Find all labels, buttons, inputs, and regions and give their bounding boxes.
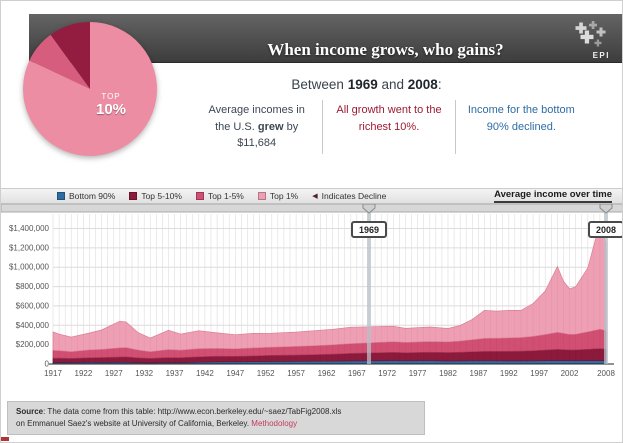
y-tick-label: $800,000 <box>16 282 50 291</box>
subtitle-pre: Between <box>291 77 348 92</box>
epi-logo-text: EPI <box>593 51 610 60</box>
slider-track[interactable] <box>1 203 623 213</box>
slider-handle[interactable] <box>362 203 376 214</box>
legend-swatch <box>257 192 266 200</box>
x-tick-label: 1967 <box>348 369 366 378</box>
area-series <box>52 221 607 353</box>
income-share-pie-chart: TOP 10% <box>22 21 158 157</box>
x-tick-label: 1962 <box>318 369 336 378</box>
pie-label: TOP 10% <box>83 92 139 118</box>
slider-marker-line <box>367 212 371 364</box>
legend-item: Bottom 90% <box>57 191 115 201</box>
x-tick-label: 1937 <box>166 369 184 378</box>
slider-year-box[interactable] <box>588 221 623 238</box>
pie-label-percent: 10% <box>95 100 127 118</box>
x-tick-label: 1942 <box>196 369 214 378</box>
x-tick-label: 1947 <box>226 369 244 378</box>
pie-slice <box>50 22 90 89</box>
subtitle: Between 1969 and 2008: <box>161 77 572 92</box>
x-tick-label: 1972 <box>378 369 396 378</box>
x-tick-label: 1997 <box>530 369 548 378</box>
y-tick-label: $200,000 <box>16 340 50 349</box>
y-tick-label: $600,000 <box>16 301 50 310</box>
x-tick-label: 2008 <box>597 369 615 378</box>
source-line1: : The data come from this table: http://… <box>43 407 342 416</box>
pie-slice <box>29 34 90 89</box>
source-box: Source: The data come from this table: h… <box>7 401 425 435</box>
slider-year-label: 2008 <box>596 225 616 235</box>
legend-swatch <box>57 192 65 200</box>
slider-year-label: 1969 <box>359 225 379 235</box>
income-area-chart[interactable]: $1,400,000 $1,200,000 $1,000,000 $800,000 $6… <box>1 203 623 382</box>
slider-handle[interactable] <box>599 203 613 214</box>
legend-label: Top 1% <box>269 191 299 201</box>
x-tick-label: 1987 <box>470 369 488 378</box>
legend-swatch <box>129 192 138 200</box>
slider-marker-line <box>604 212 608 364</box>
fact-growth-bold: grew <box>257 120 284 133</box>
epi-logo: EPI <box>575 21 610 60</box>
y-tick-label: $400,000 <box>16 321 50 330</box>
x-tick-label: 1992 <box>500 369 518 378</box>
legend-label: Top 5-10% <box>141 191 182 201</box>
x-tick-label: 2002 <box>561 369 579 378</box>
subtitle-end-year: 2008 <box>407 77 438 92</box>
page-title: When income grows, who gains? <box>267 40 504 59</box>
page-corner-mark <box>1 437 9 441</box>
pie-label-top: TOP <box>101 92 121 101</box>
chart-title: Average income over time <box>494 189 612 203</box>
legend-item: Top 1-5% <box>195 191 244 201</box>
decline-indicator: ◀ Indicates Decline <box>312 191 386 201</box>
methodology-link[interactable]: Methodology <box>251 419 298 428</box>
x-tick-label: 1977 <box>409 369 427 378</box>
decline-label: Indicates Decline <box>321 191 387 201</box>
fact-average-growth: Average incomes in the U.S. grew by $11,… <box>191 100 322 154</box>
legend-item: Top 5-10% <box>129 191 182 201</box>
x-tick-label: 1917 <box>44 369 62 378</box>
legend-bar: Bottom 90% Top 5-10% Top 1-5% Top 1% ◀ Indic… <box>1 188 622 204</box>
y-tick-label: $1,200,000 <box>9 243 50 252</box>
legend-items: Bottom 90% Top 5-10% Top 1-5% Top 1% <box>57 191 298 201</box>
pie-slice <box>23 22 158 156</box>
source-line2: on Emmanuel Saez's website at University… <box>16 419 250 428</box>
y-tick-label: $1,000,000 <box>9 263 50 272</box>
x-tick-label: 1982 <box>439 369 457 378</box>
x-tick-label: 1952 <box>257 369 275 378</box>
decline-arrow-icon: ◀ <box>312 193 318 200</box>
fact-growth-post: by $11,684 <box>237 120 299 150</box>
pie-svg <box>23 22 158 156</box>
x-tick-label: 1927 <box>105 369 123 378</box>
fact-bottom90: Income for the bottom 90% declined. <box>454 100 587 154</box>
y-tick-label: 0 <box>45 360 50 369</box>
legend-item: Top 1% <box>257 191 299 201</box>
legend-label: Top 1-5% <box>207 191 244 201</box>
legend-label: Bottom 90% <box>69 191 116 201</box>
source-label: Source <box>16 407 44 416</box>
chart-svg[interactable]: $1,400,000 $1,200,000 $1,000,000 $800,000 $6… <box>1 203 623 382</box>
facts-row: Average incomes in the U.S. grew by $11,… <box>191 100 587 154</box>
subtitle-mid: and <box>377 77 408 92</box>
x-tick-label: 1922 <box>75 369 93 378</box>
subtitle-post: : <box>437 77 442 92</box>
legend-swatch <box>195 192 204 200</box>
y-tick-label: $1,400,000 <box>9 224 50 233</box>
x-tick-label: 1932 <box>135 369 153 378</box>
slider-year-box[interactable] <box>351 221 387 238</box>
fact-growth-pre: Average incomes in the U.S. <box>208 104 305 133</box>
fact-top10: All growth went to the richest 10%. <box>322 100 454 154</box>
subtitle-start-year: 1969 <box>347 77 378 92</box>
x-tick-label: 1957 <box>287 369 305 378</box>
